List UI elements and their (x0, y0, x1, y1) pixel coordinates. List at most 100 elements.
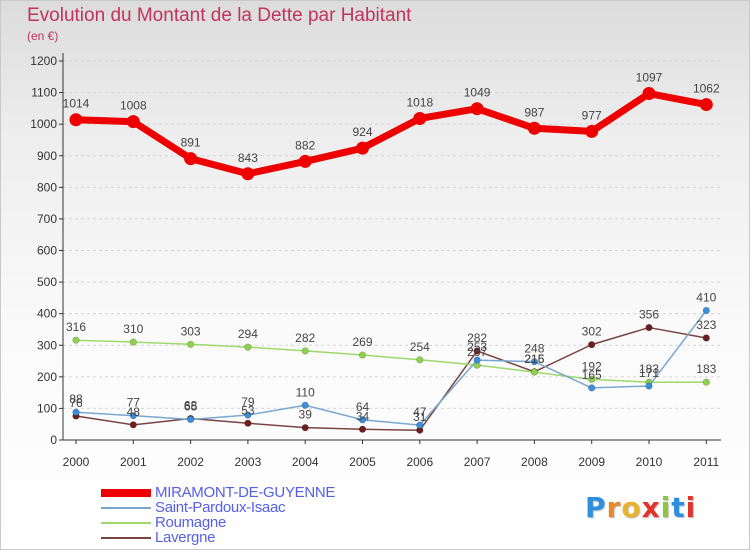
data-label: 65 (184, 399, 198, 413)
series-miramont-de-guyenne (69, 87, 713, 181)
data-label: 183 (639, 362, 659, 376)
legend-label: MIRAMONT-DE-GUYENNE (155, 484, 336, 501)
data-point (588, 341, 596, 349)
y-tick-label: 1200 (30, 54, 57, 68)
data-point (530, 368, 539, 376)
logo-letter: i (685, 491, 697, 524)
data-label: 1049 (464, 86, 491, 100)
data-point (129, 338, 137, 346)
data-label: 76 (69, 396, 83, 410)
y-tick-label: 1000 (30, 117, 57, 131)
data-label: 248 (524, 342, 544, 356)
data-label: 254 (410, 340, 430, 354)
x-tick-label: 2007 (464, 455, 491, 469)
data-label: 282 (295, 331, 315, 345)
data-label: 215 (524, 352, 544, 366)
data-label: 253 (467, 340, 487, 354)
data-label: 410 (696, 291, 716, 305)
data-label: 165 (582, 368, 602, 382)
data-label: 192 (582, 359, 602, 373)
legend-swatch (101, 537, 151, 539)
data-point (72, 336, 80, 344)
data-label: 269 (352, 335, 372, 349)
y-tick-label: 500 (37, 275, 57, 289)
data-label: 891 (181, 136, 201, 150)
data-point (416, 356, 424, 364)
data-label: 1062 (693, 82, 720, 96)
data-point (416, 421, 424, 429)
data-label: 110 (296, 385, 315, 399)
data-point (298, 154, 312, 168)
data-label: 282 (467, 331, 487, 345)
data-point (184, 152, 198, 166)
logo-letter: o (621, 491, 642, 524)
data-point (187, 340, 195, 348)
data-point (244, 343, 252, 351)
data-label: 1097 (636, 71, 663, 85)
data-point (358, 416, 367, 424)
data-point (585, 124, 599, 138)
y-tick-label: 200 (37, 370, 57, 384)
y-tick-label: 300 (37, 338, 57, 352)
data-label: 1018 (406, 95, 433, 109)
logo-letter: r (606, 491, 622, 524)
data-point (527, 121, 541, 135)
data-label: 48 (127, 405, 141, 419)
data-point (358, 351, 367, 359)
data-label: 77 (127, 396, 141, 410)
y-tick-label: 400 (37, 307, 57, 321)
data-point (244, 419, 252, 427)
data-label: 79 (241, 395, 255, 409)
y-tick-label: 900 (37, 149, 57, 163)
y-tick-label: 1100 (31, 86, 57, 100)
data-label: 977 (582, 108, 602, 122)
x-tick-label: 2000 (63, 455, 90, 469)
data-point (470, 102, 484, 116)
data-label: 237 (467, 345, 487, 359)
series-roumagne (72, 336, 710, 386)
x-tick-label: 2011 (693, 455, 719, 469)
data-label: 924 (352, 125, 372, 139)
legend-label: Saint-Pardoux-Isaac (155, 499, 286, 516)
data-label: 171 (639, 366, 659, 380)
data-label: 39 (299, 408, 313, 422)
data-point (301, 424, 309, 432)
data-point (413, 111, 427, 125)
data-label: 47 (413, 405, 427, 419)
data-point (699, 98, 713, 112)
data-point (241, 167, 255, 181)
series-line (75, 309, 708, 426)
data-point (129, 421, 137, 429)
legend-swatch (101, 507, 151, 509)
x-tick-label: 2003 (235, 455, 262, 469)
x-tick-label: 2005 (349, 455, 376, 469)
data-point (301, 347, 309, 355)
y-tick-label: 0 (50, 433, 57, 447)
data-point (530, 358, 539, 366)
data-label: 34 (356, 409, 370, 423)
data-label: 310 (123, 322, 143, 336)
logo-letter: P (585, 491, 607, 524)
data-point (473, 347, 481, 355)
x-tick-label: 2006 (406, 455, 433, 469)
data-point (69, 113, 83, 127)
legend-label: Lavergne (155, 529, 216, 546)
logo-letter: t (671, 491, 686, 524)
series-lavergne (72, 323, 710, 434)
data-point (244, 411, 252, 419)
data-label: 68 (184, 399, 198, 413)
data-label: 323 (696, 318, 716, 332)
data-point (642, 87, 656, 101)
chart-title: Evolution du Montant de la Dette par Hab… (27, 5, 412, 26)
data-label: 882 (295, 138, 315, 152)
series-saint-pardoux-isaac (72, 306, 710, 429)
data-label: 183 (696, 362, 716, 376)
data-point (126, 115, 140, 129)
y-tick-label: 600 (37, 244, 57, 258)
data-label: 302 (582, 325, 602, 339)
data-label: 216 (524, 352, 544, 366)
chart-unit-label: (en €) (27, 29, 59, 43)
x-tick-label: 2002 (177, 455, 204, 469)
data-label: 53 (241, 403, 255, 417)
